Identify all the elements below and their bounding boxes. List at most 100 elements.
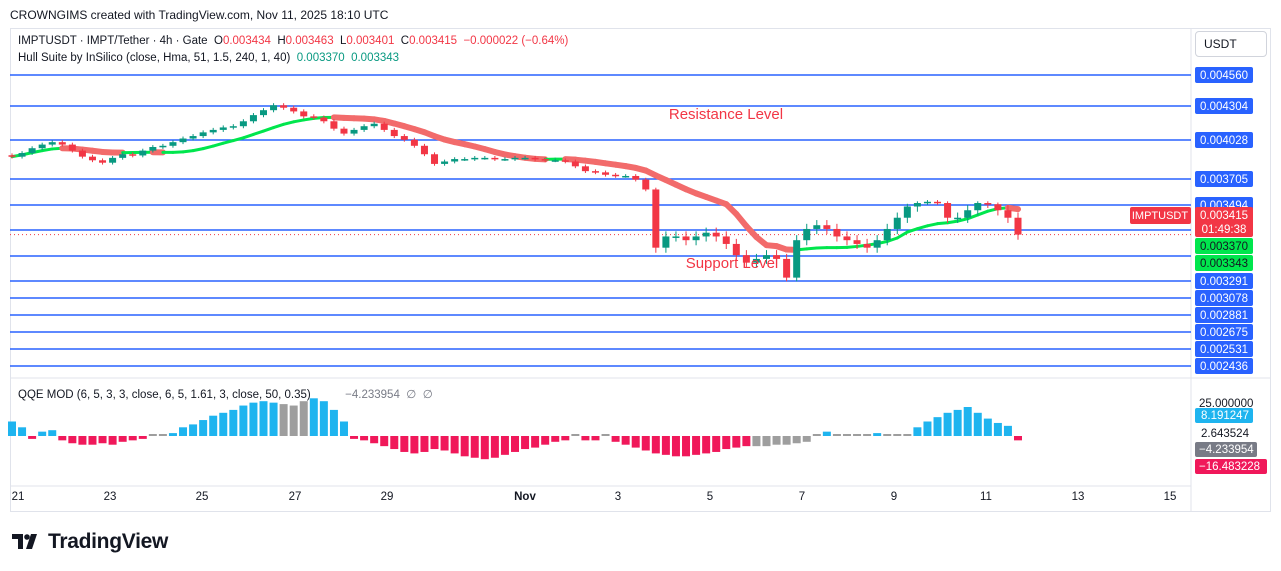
hull-label-1: 0.003370: [1200, 241, 1248, 253]
hull-value-2: 0.003343: [351, 52, 400, 64]
candle-body: [1004, 210, 1012, 218]
qqe-bar: [249, 402, 258, 436]
qqe-bar: [209, 415, 218, 436]
qqe-bar: [903, 434, 912, 436]
x-axis-tick: 29: [381, 491, 394, 503]
low-label: L: [340, 35, 347, 47]
currency-unit-button[interactable]: USDT: [1195, 31, 1267, 57]
x-axis-tick: 7: [799, 491, 805, 503]
qqe-indicator-name[interactable]: QQE MOD (6, 5, 3, 3, close, 6, 5, 1.61, …: [18, 389, 311, 401]
tradingview-logo[interactable]: TradingView: [12, 530, 168, 554]
hull-value-1: 0.003370: [296, 52, 345, 64]
qqe-axis-label-4-bg: [1195, 459, 1267, 474]
level-axis-label-bg: [1195, 341, 1253, 357]
symbol-tag-bg: [1130, 207, 1191, 224]
candle-body: [360, 126, 368, 130]
open-value: 0.003434: [222, 35, 271, 47]
qqe-bar: [299, 401, 308, 436]
qqe-bar: [28, 436, 37, 439]
hull-segment: [221, 139, 235, 145]
candle-body: [390, 129, 398, 137]
x-axis-tick: 15: [1164, 491, 1177, 503]
hull-segment: [272, 122, 286, 130]
symbol-description[interactable]: IMPTUSDT · IMPT/Tether · 4h · Gate: [18, 35, 208, 47]
qqe-bar: [792, 436, 801, 444]
candle-body: [833, 228, 841, 237]
qqe-axis-label-3: −4.233954: [1199, 444, 1254, 456]
qqe-bar: [943, 412, 952, 436]
bar-countdown: 01:49:38: [1202, 224, 1247, 236]
qqe-bar: [350, 436, 359, 439]
candle-body: [461, 159, 469, 161]
hull-segment: [241, 132, 255, 140]
level-axis-label-bg: [1195, 273, 1253, 289]
qqe-bar: [863, 434, 872, 436]
level-axis-label-bg: [1195, 132, 1253, 148]
qqe-bar: [370, 436, 379, 444]
qqe-bar: [671, 436, 680, 457]
candle-body: [99, 160, 107, 163]
candle-body: [8, 155, 16, 157]
candle-body: [712, 232, 720, 237]
x-axis-tick: 21: [12, 491, 25, 503]
qqe-bar: [420, 436, 429, 452]
candle-body: [491, 157, 499, 160]
level-axis-label-bg: [1195, 290, 1253, 306]
candle-body: [380, 123, 388, 130]
hull-segment: [231, 136, 245, 143]
qqe-bar: [309, 398, 318, 436]
qqe-bar: [48, 430, 57, 436]
qqe-bar: [68, 436, 77, 444]
hull-segment: [936, 221, 950, 226]
candle-body: [219, 127, 227, 130]
level-axis-label: 0.004560: [1200, 70, 1248, 82]
candle-body: [149, 147, 157, 151]
candle-body: [179, 138, 187, 143]
close-value: 0.003415: [409, 35, 458, 47]
candle-body: [58, 142, 66, 145]
qqe-bar: [18, 427, 27, 436]
last-price-value: 0.003415: [1200, 210, 1248, 222]
candle-body: [732, 243, 740, 256]
hull-segment: [915, 224, 929, 231]
candle-body: [531, 157, 539, 160]
qqe-bar: [853, 434, 862, 436]
candle-body: [511, 157, 519, 160]
qqe-bar: [873, 433, 882, 436]
qqe-bar: [883, 434, 892, 436]
candle-body: [400, 136, 408, 140]
candle-body: [109, 157, 117, 163]
candle-body: [672, 236, 680, 238]
candle-body: [551, 160, 559, 162]
candle-body: [159, 145, 167, 148]
hull-segment: [302, 116, 316, 122]
open-label: O: [213, 35, 223, 47]
candle-body: [48, 142, 56, 145]
qqe-bar: [460, 436, 469, 457]
hull-segment: [805, 246, 819, 251]
candle-body: [249, 115, 257, 122]
qqe-bar: [1003, 425, 1012, 436]
candle-body: [350, 129, 358, 134]
high-value: 0.003463: [285, 35, 334, 47]
candle-body: [893, 217, 901, 229]
qqe-axis-label-1-bg: [1195, 408, 1253, 423]
qqe-bar: [289, 405, 298, 436]
candle-body: [340, 128, 348, 134]
candle-body: [863, 243, 871, 248]
qqe-bar: [601, 434, 610, 436]
candle-body: [722, 236, 730, 244]
qqe-bar: [219, 412, 228, 436]
qqe-bar: [239, 405, 248, 436]
qqe-bar: [38, 431, 47, 436]
candle-body: [702, 232, 710, 237]
candle-body: [129, 154, 137, 156]
hull-indicator-name[interactable]: Hull Suite by InSilico (close, Hma, 51, …: [18, 52, 291, 64]
level-axis-label: 0.003291: [1200, 276, 1248, 288]
qqe-bar: [933, 417, 942, 436]
candle-body: [742, 255, 750, 263]
level-axis-label: 0.002436: [1200, 361, 1248, 373]
qqe-bar: [782, 436, 791, 445]
qqe-bar: [772, 436, 781, 445]
